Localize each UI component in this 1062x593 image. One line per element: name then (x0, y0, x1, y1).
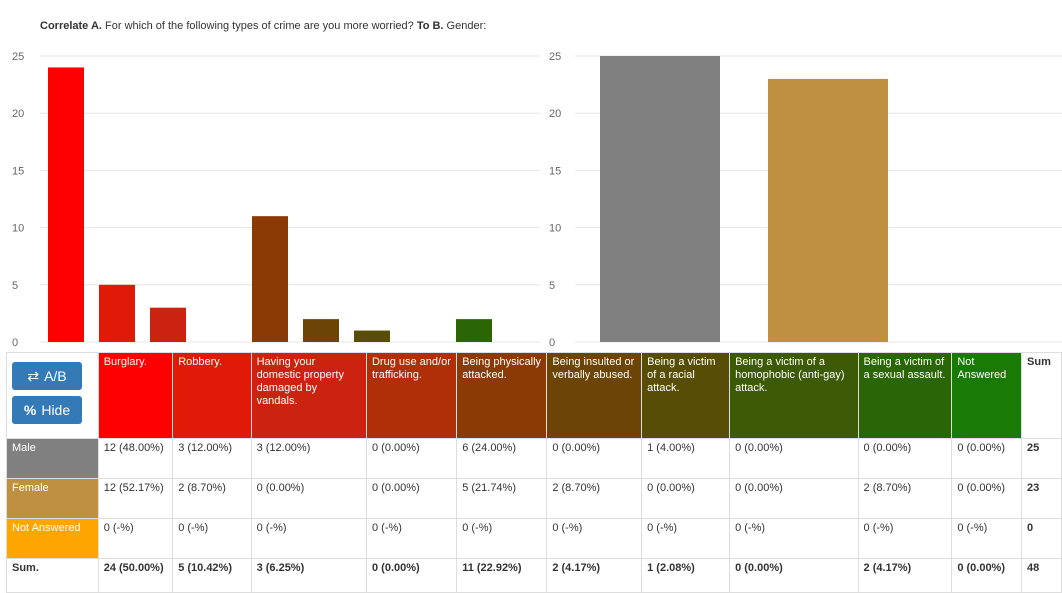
sum-cell: 3 (6.25%) (250, 558, 367, 593)
sum-cell: 48 (1021, 558, 1062, 593)
bar (456, 319, 492, 342)
table-cell: 0 (0.00%) (951, 478, 1023, 519)
row-header: Not Answered (6, 518, 99, 559)
bar (768, 78, 888, 342)
table-cell: 0 (-%) (546, 518, 643, 559)
sum-row: Sum. 24 (50.00%) 5 (10.42%) 3 (6.25%) 0 (0.0… (6, 558, 1062, 593)
bar (303, 319, 339, 342)
sum-cell: 0 (0.00%) (951, 558, 1023, 593)
to-label: To B. (416, 20, 444, 32)
y-tick-label: 5 (549, 280, 555, 292)
column-header: Being a victim of a sexual assault. (857, 352, 953, 439)
column-header: Burglary. (97, 352, 174, 439)
bar (150, 307, 186, 342)
table-cell: 0 (1021, 518, 1062, 559)
table-cell: 0 (-%) (365, 518, 458, 559)
column-header: Being insulted or verbally abused. (546, 352, 643, 439)
y-tick-label: 5 (12, 280, 18, 292)
swap-icon: ⇄ (27, 368, 40, 384)
sum-cell: 11 (22.92%) (456, 558, 548, 593)
table-row: Not Answered 0 (-%) 0 (-%) 0 (-%) 0 (-%) 0 (-… (6, 518, 1062, 559)
table-cell: 0 (0.00%) (250, 478, 367, 519)
table-row: Female 12 (52.17%) 2 (8.70%) 0 (0.00%) 0 (0.… (6, 478, 1062, 519)
table-cell: 2 (8.70%) (172, 478, 252, 519)
y-tick-label: 20 (549, 108, 561, 120)
table-cell: 0 (0.00%) (641, 478, 731, 519)
ab-swap-button[interactable]: ⇄ A/B (12, 362, 82, 390)
sum-cell: 0 (0.00%) (365, 558, 458, 593)
correlate-label: Correlate A. (40, 20, 102, 32)
page-title: Correlate A. For which of the following … (40, 20, 486, 32)
column-header: Being a victim of a homophobic (anti-gay… (729, 352, 859, 439)
table-cell: 2 (8.70%) (546, 478, 643, 519)
column-header: Being physically attacked. (456, 352, 548, 439)
table-cell: 2 (8.70%) (857, 478, 953, 519)
table-cell: 5 (21.74%) (456, 478, 548, 519)
y-tick-label: 15 (12, 165, 24, 177)
hide-percent-button[interactable]: % Hide (12, 396, 82, 424)
y-tick-label: 25 (549, 51, 561, 63)
sum-cell: 0 (0.00%) (729, 558, 859, 593)
y-tick-label: 10 (12, 223, 24, 235)
bar (99, 284, 135, 342)
y-tick-label: 20 (12, 108, 24, 120)
table-cell: 0 (-%) (456, 518, 548, 559)
column-header: Robbery. (172, 352, 252, 439)
table-cell: 3 (12.00%) (250, 438, 367, 479)
row-header: Male (6, 438, 99, 479)
column-header: Not Answered (951, 352, 1023, 439)
table-cell: 0 (0.00%) (365, 478, 458, 519)
sum-cell: 2 (4.17%) (546, 558, 643, 593)
table-cell: 3 (12.00%) (172, 438, 252, 479)
table-cell: 0 (0.00%) (951, 438, 1023, 479)
bar (48, 67, 84, 342)
sum-row-header: Sum. (6, 558, 99, 593)
column-header: Having your domestic property damaged by… (250, 352, 367, 439)
table-cell: 0 (-%) (857, 518, 953, 559)
column-header: Drug use and/or trafficking. (365, 352, 458, 439)
bar (252, 216, 288, 342)
y-tick-label: 15 (549, 165, 561, 177)
table-cell: 0 (-%) (97, 518, 174, 559)
table-cell: 0 (-%) (172, 518, 252, 559)
table-cell: 6 (24.00%) (456, 438, 548, 479)
table-cell: 0 (0.00%) (729, 438, 859, 479)
table-cell: 0 (-%) (729, 518, 859, 559)
y-tick-label: 0 (549, 337, 555, 349)
column-header: Sum (1021, 352, 1062, 439)
table-cell: 23 (1021, 478, 1062, 519)
bar-charts: 0 5 10 15 20 25 0 5 10 15 20 25 (12, 51, 1062, 349)
table-cell: 0 (0.00%) (857, 438, 953, 479)
y-tick-label: 25 (12, 51, 24, 63)
percent-icon: % (23, 402, 37, 418)
bar (354, 330, 390, 342)
y-tick-label: 0 (12, 337, 18, 349)
table-row: Male 12 (48.00%) 3 (12.00%) 3 (12.00%) 0 (0.… (6, 438, 1062, 479)
sum-cell: 24 (50.00%) (97, 558, 174, 593)
sum-cell: 5 (10.42%) (172, 558, 252, 593)
table-cell: 0 (-%) (250, 518, 367, 559)
controls-cell: ⇄ A/B % Hide (6, 352, 99, 439)
table-cell: 1 (4.00%) (641, 438, 731, 479)
table-cell: 0 (0.00%) (365, 438, 458, 479)
table-cell: 25 (1021, 438, 1062, 479)
table-cell: 0 (0.00%) (729, 478, 859, 519)
row-header: Female (6, 478, 99, 519)
question-b: Gender: (443, 20, 487, 32)
table-cell: 12 (52.17%) (97, 478, 174, 519)
table-cell: 0 (-%) (951, 518, 1023, 559)
sum-cell: 2 (4.17%) (857, 558, 953, 593)
y-tick-label: 10 (549, 223, 561, 235)
sum-cell: 1 (2.08%) (641, 558, 731, 593)
bar (600, 56, 720, 342)
table-cell: 0 (-%) (641, 518, 731, 559)
question-a: For which of the following types of crim… (101, 20, 417, 32)
table-cell: 12 (48.00%) (97, 438, 174, 479)
column-header: Being a victim of a racial attack. (641, 352, 731, 439)
table-cell: 0 (0.00%) (546, 438, 643, 479)
crosstab-table: ⇄ A/B % Hide Burglary. Robbery. Having your … (6, 352, 1062, 593)
